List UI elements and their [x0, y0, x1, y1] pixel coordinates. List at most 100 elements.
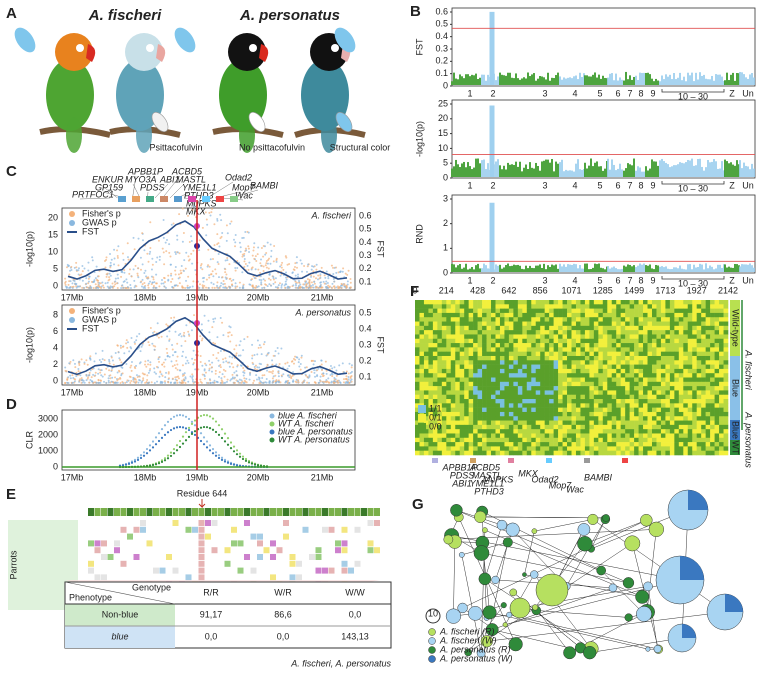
snp-point — [161, 247, 164, 250]
snp-point — [94, 283, 97, 286]
snp-point — [323, 282, 326, 285]
snp-point — [185, 324, 188, 327]
heatmap-cell — [499, 343, 505, 348]
snp-point — [177, 334, 180, 337]
snp-point — [103, 359, 106, 362]
y-tick-label: 15 — [438, 128, 448, 138]
snp-point — [155, 365, 158, 368]
bird-tail — [321, 117, 337, 153]
snp-point — [333, 280, 336, 283]
snp-point — [75, 266, 78, 269]
heatmap-cell — [634, 416, 639, 421]
heatmap-cell — [526, 407, 532, 413]
heatmap-cell — [602, 347, 608, 352]
gene-label: APBB1P — [127, 166, 163, 176]
heatmap-cell — [665, 330, 671, 335]
heatmap-cell — [464, 304, 469, 309]
heatmap-cell — [504, 338, 510, 344]
heatmap-cell — [517, 368, 523, 374]
heatmap-cell — [571, 424, 577, 430]
heatmap-cell — [660, 386, 666, 391]
snp-point — [234, 286, 237, 289]
heatmap-cell — [517, 420, 523, 426]
heatmap-cell — [499, 347, 505, 352]
heatmap-cell — [607, 377, 613, 383]
plot-frame — [61, 409, 356, 471]
heatmap-cell — [526, 368, 532, 374]
heatmap-cell — [607, 300, 613, 305]
heatmap-cell — [491, 360, 496, 365]
heatmap-cell — [607, 360, 613, 365]
alignment-header — [211, 508, 218, 516]
snp-point — [197, 368, 200, 371]
table-cell: 0,0 — [349, 609, 362, 619]
heatmap-cell — [634, 411, 639, 417]
heatmap-cell — [531, 338, 537, 344]
x-tick-label: 18Mb — [134, 472, 157, 482]
heatmap-cell — [482, 424, 487, 430]
alignment-header — [296, 508, 302, 516]
heatmap-cell — [611, 351, 617, 357]
clr-point — [223, 440, 227, 443]
heatmap-cell — [647, 390, 653, 396]
y-tick-label: 0.2 — [435, 56, 448, 66]
snp-point — [292, 362, 295, 365]
bird-beak — [86, 44, 96, 62]
snp-point — [286, 361, 289, 364]
snp-point — [258, 381, 261, 384]
snp-point — [172, 319, 175, 322]
heatmap-cell — [486, 407, 492, 413]
heatmap-cell — [705, 308, 711, 314]
snp-point — [338, 364, 341, 367]
snp-point — [222, 283, 225, 286]
snp-point — [153, 371, 156, 374]
snp-point — [322, 380, 325, 383]
heatmap-cell — [616, 338, 621, 344]
heatmap-cell — [450, 351, 456, 357]
snp-point — [284, 380, 287, 383]
snp-point — [152, 276, 155, 279]
snp-point — [251, 254, 254, 257]
heatmap-cell — [499, 360, 505, 365]
heatmap-cell — [562, 364, 568, 370]
heatmap-cell — [482, 403, 487, 408]
heatmap-cell — [598, 377, 604, 383]
snp-point — [197, 381, 200, 384]
heatmap-cell — [455, 300, 461, 305]
heatmap-cell — [647, 334, 653, 340]
heatmap-cell — [714, 325, 720, 331]
heatmap-cell — [495, 321, 501, 327]
heatmap-cell — [598, 386, 604, 391]
heatmap-cell — [450, 386, 456, 391]
snp-point — [109, 286, 112, 289]
heatmap-cell — [522, 424, 528, 430]
snp-point — [262, 278, 265, 281]
snp-point — [233, 371, 236, 374]
alignment-cell — [335, 547, 341, 554]
heatmap-cell — [508, 416, 514, 421]
snp-point — [93, 360, 96, 363]
snp-point — [312, 359, 315, 362]
alignment-cell — [153, 567, 159, 574]
heatmap-cell — [522, 338, 528, 344]
heatmap-cell — [629, 381, 635, 387]
heatmap-cell — [482, 373, 487, 378]
snp-point — [243, 265, 246, 268]
x-tick-label: 0 — [412, 285, 417, 295]
snp-point — [296, 356, 299, 359]
plot-frame — [61, 304, 356, 386]
heatmap-cell — [562, 394, 568, 400]
heatmap-cell — [692, 304, 697, 309]
heatmap-cell — [611, 364, 617, 370]
heatmap-cell — [526, 364, 532, 370]
snp-point — [278, 282, 281, 285]
snp-point — [158, 285, 161, 288]
chromosome-label: 1 — [467, 275, 472, 285]
snp-point — [265, 354, 268, 357]
heatmap-cell — [486, 325, 492, 331]
heatmap-cell — [665, 411, 671, 417]
heatmap-cell — [705, 416, 711, 421]
snp-point — [103, 260, 106, 263]
heatmap-cell — [678, 368, 684, 374]
heatmap-cell — [450, 424, 456, 430]
